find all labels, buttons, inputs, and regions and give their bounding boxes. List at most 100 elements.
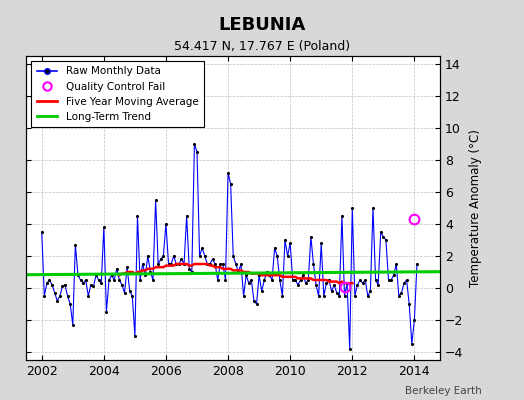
Point [149, 277, 157, 283]
Point [198, 245, 206, 251]
Point [250, 298, 258, 304]
Point [79, 280, 88, 286]
Point [224, 170, 232, 176]
Point [229, 253, 237, 259]
Point [172, 261, 180, 267]
Point [43, 280, 51, 286]
Point [395, 293, 403, 299]
Point [335, 293, 344, 299]
Point [405, 301, 413, 307]
Point [177, 256, 185, 262]
Point [294, 282, 302, 288]
Point [364, 293, 372, 299]
Point [40, 293, 49, 299]
Point [121, 290, 129, 296]
Point [278, 293, 287, 299]
Point [188, 269, 196, 275]
Point [118, 282, 126, 288]
Point [146, 269, 155, 275]
Point [193, 149, 201, 155]
Point [239, 293, 248, 299]
Point [299, 272, 307, 278]
Point [307, 234, 315, 240]
Point [136, 277, 144, 283]
Point [333, 290, 341, 296]
Point [351, 293, 359, 299]
Point [58, 283, 67, 290]
Point [167, 261, 176, 267]
Point [361, 277, 369, 283]
Point [268, 277, 276, 283]
Point [328, 288, 336, 294]
Point [338, 213, 346, 219]
Point [400, 280, 408, 286]
Point [358, 280, 367, 286]
Point [353, 282, 362, 288]
Point [110, 277, 118, 283]
Point [201, 253, 209, 259]
Point [105, 277, 113, 283]
Point [296, 277, 304, 283]
Point [232, 261, 240, 267]
Point [102, 309, 111, 315]
Point [63, 293, 72, 299]
Point [94, 277, 103, 283]
Point [309, 261, 318, 267]
Point [38, 229, 46, 235]
Point [74, 272, 82, 278]
Point [138, 261, 147, 267]
Point [69, 322, 77, 328]
Point [387, 277, 395, 283]
Point [89, 283, 97, 290]
Point [195, 253, 204, 259]
Point [242, 272, 250, 278]
Point [325, 277, 333, 283]
Point [174, 261, 183, 267]
Point [289, 277, 297, 283]
Point [126, 288, 134, 294]
Point [413, 261, 421, 267]
Point [84, 293, 93, 299]
Point [130, 333, 139, 339]
Point [226, 181, 235, 187]
Point [180, 261, 188, 267]
Point [211, 261, 220, 267]
Point [66, 301, 74, 307]
Point [237, 261, 245, 267]
Point [203, 261, 212, 267]
Point [348, 205, 356, 211]
Point [369, 205, 377, 211]
Point [209, 256, 217, 262]
Point [402, 277, 411, 283]
Point [397, 290, 406, 296]
Point [219, 261, 227, 267]
Point [154, 261, 162, 267]
Point [82, 277, 90, 283]
Point [247, 277, 256, 283]
Point [221, 277, 230, 283]
Point [190, 141, 199, 147]
Legend: Raw Monthly Data, Quality Control Fail, Five Year Moving Average, Long-Term Tren: Raw Monthly Data, Quality Control Fail, … [31, 61, 204, 127]
Point [71, 242, 80, 248]
Point [260, 277, 268, 283]
Text: Berkeley Earth: Berkeley Earth [406, 386, 482, 396]
Point [245, 280, 253, 286]
Point [384, 277, 392, 283]
Point [113, 266, 121, 272]
Point [50, 290, 59, 296]
Point [170, 253, 178, 259]
Point [159, 253, 168, 259]
Point [213, 277, 222, 283]
Point [265, 272, 274, 278]
Text: 54.417 N, 17.767 E (Poland): 54.417 N, 17.767 E (Poland) [174, 40, 350, 53]
Point [381, 237, 390, 243]
Point [86, 282, 95, 288]
Point [255, 272, 263, 278]
Point [408, 341, 416, 347]
Point [165, 261, 173, 267]
Point [366, 288, 375, 294]
Point [45, 277, 53, 283]
Point [48, 282, 56, 288]
Point [273, 253, 281, 259]
Point [372, 277, 380, 283]
